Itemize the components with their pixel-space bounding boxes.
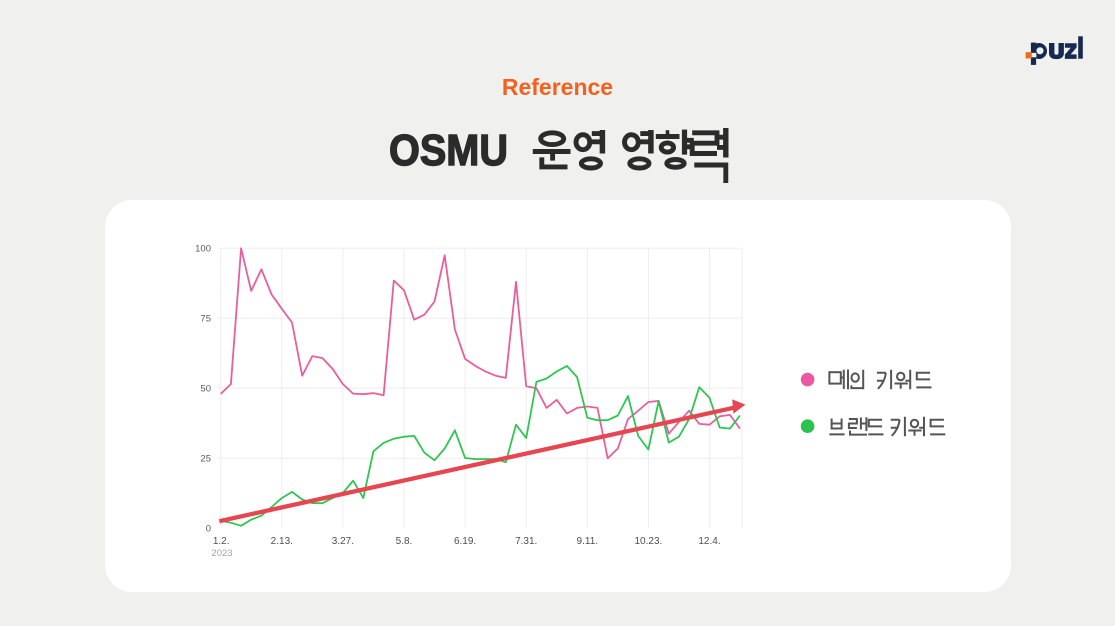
svg-text:5.8.: 5.8. [395,536,412,547]
svg-text:3.27.: 3.27. [331,536,353,547]
svg-text:9.11.: 9.11. [576,536,598,547]
svg-text:75: 75 [200,314,211,325]
svg-text:1.2.: 1.2. [212,536,229,547]
svg-text:100: 100 [195,244,211,255]
svg-text:50: 50 [200,384,211,395]
svg-text:7.31.: 7.31. [515,536,537,547]
svg-text:25: 25 [200,454,211,465]
svg-text:12.4.: 12.4. [698,536,720,547]
svg-text:2023: 2023 [211,548,232,559]
svg-text:OSMU: OSMU [389,126,508,175]
svg-text:2.13.: 2.13. [270,536,292,547]
svg-text:6.19.: 6.19. [453,536,475,547]
svg-text:10.23.: 10.23. [634,536,662,547]
svg-text:0: 0 [205,524,210,535]
